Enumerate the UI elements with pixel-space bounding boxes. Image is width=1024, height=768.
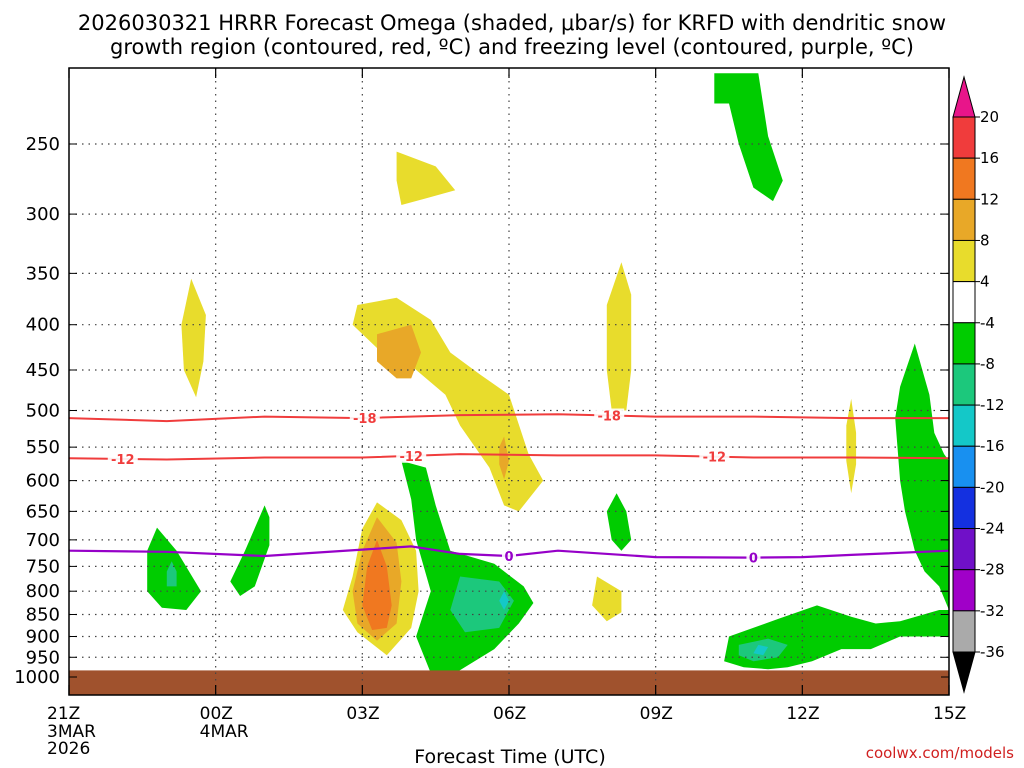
colorbar-label-12: -32 — [980, 602, 1005, 620]
omega-region-omega-plus4-0300-450 — [352, 297, 544, 512]
contour-label-bg-dgz-minus12-0 — [107, 451, 138, 466]
y-tick-label-400: 400 — [26, 315, 60, 336]
y-tick-label-350: 350 — [26, 263, 60, 284]
source-credit: coolwx.com/models — [866, 744, 1014, 762]
contour-label-dgz-minus18-0: -18 — [353, 412, 377, 427]
contour-label-bg-freezing-level-1 — [746, 550, 761, 565]
omega-region-omega-plus4-0800-420 — [606, 262, 632, 411]
contour-label-bg-freezing-level-0 — [502, 549, 516, 564]
y-tick-label-850: 850 — [26, 605, 60, 626]
colorbar-swatch-11 — [952, 569, 976, 612]
x-axis-label: Forecast Time (UTC) — [414, 746, 605, 768]
colorbar: 20 16 12 8 4 -4 -8 -12 -16 -20 -24 -28 -32 -36 — [952, 75, 1005, 694]
contour-label-bg-dgz-minus12-1 — [396, 448, 427, 463]
omega-region-omega-minus8-0500-820 — [450, 576, 514, 633]
omega-region-omega-plus12-0300-780 — [362, 539, 392, 630]
x-tick-sublabel-00Z-0: 4MAR — [200, 722, 249, 742]
y-tick-label-650: 650 — [26, 501, 60, 522]
colorbar-label-2: 12 — [980, 190, 999, 208]
y-tick-label-800: 800 — [26, 581, 60, 602]
colorbar-swatch-7 — [952, 404, 976, 447]
omega-region-omega-minus8-2230-760 — [166, 561, 177, 587]
x-tick-label-12Z: 12Z — [786, 704, 819, 724]
y-tick-label-450: 450 — [26, 360, 60, 381]
plot-shaded-regions — [69, 73, 949, 695]
x-tick-label-15Z: 15Z — [933, 704, 966, 724]
chart-title-line-2: growth region (contoured, red, ºC) and f… — [110, 35, 914, 59]
contour-label-bg-dgz-minus18-0 — [349, 411, 380, 426]
colorbar-label-10: -24 — [980, 520, 1005, 538]
omega-region-omega-plus8-0500-555 — [499, 436, 509, 480]
contour-label-freezing-level-1: 0 — [749, 552, 758, 567]
x-tick-label-21Z: 21Z — [47, 704, 80, 724]
contour-label-bg-dgz-minus18-1 — [594, 408, 625, 423]
contour-label-dgz-minus12-0: -12 — [111, 453, 135, 468]
colorbar-label-6: -8 — [980, 355, 995, 373]
omega-region-omega-minus4-1000-250 — [714, 73, 783, 202]
colorbar-swatch-1 — [952, 157, 976, 200]
y-tick-label-550: 550 — [26, 437, 60, 458]
contour-label-dgz-minus18-1: -18 — [597, 410, 621, 425]
contour-label-bg-dgz-minus12-2 — [699, 449, 730, 464]
x-tick-sublabel-21Z-0: 3MAR — [47, 722, 96, 742]
colorbar-label-13: -36 — [980, 643, 1005, 661]
omega-region-omega-minus4-0800-660 — [606, 493, 632, 551]
colorbar-label-1: 16 — [980, 149, 999, 167]
omega-region-omega-plus4-0430-280 — [396, 151, 456, 205]
colorbar-label-3: 8 — [980, 231, 990, 249]
plot-contours: -18 -18 -12 -12 -12 0 0 — [69, 408, 949, 567]
y-tick-label-750: 750 — [26, 556, 60, 577]
colorbar-swatch-2 — [952, 198, 976, 241]
colorbar-label-4: 4 — [980, 273, 990, 291]
colorbar-label-0: 20 — [980, 108, 999, 126]
omega-region-omega-minus4-0100-730 — [230, 505, 270, 596]
colorbar-label-11: -28 — [980, 561, 1005, 579]
contour-label-dgz-minus12-2: -12 — [703, 451, 727, 466]
y-axis: 2503003504004505005506006507007508008509… — [14, 134, 949, 688]
x-tick-label-09Z: 09Z — [640, 704, 673, 724]
x-tick-sublabel-21Z-1: 2026 — [47, 739, 90, 759]
x-tick-label-06Z: 06Z — [493, 704, 526, 724]
colorbar-label-8: -16 — [980, 437, 1005, 455]
colorbar-swatch-6 — [952, 363, 976, 406]
colorbar-swatch-10 — [952, 528, 976, 571]
colorbar-label-9: -20 — [980, 478, 1005, 496]
colorbar-swatch-5 — [952, 322, 976, 365]
colorbar-swatch-0 — [952, 116, 976, 159]
colorbar-swatch-3 — [952, 239, 976, 283]
y-tick-label-600: 600 — [26, 471, 60, 492]
omega-region-omega-minus12-1100-930 — [753, 644, 769, 656]
contour-line-dgz-minus18 — [69, 413, 949, 423]
colorbar-bottom-arrow — [952, 651, 976, 694]
omega-region-omega-plus4-0700-825 — [592, 576, 622, 622]
colorbar-label-5: -4 — [980, 314, 995, 332]
y-tick-label-950: 950 — [26, 647, 60, 668]
omega-region-omega-plus4-0050-400 — [181, 278, 206, 398]
colorbar-swatch-9 — [952, 486, 976, 530]
y-tick-label-250: 250 — [26, 134, 60, 155]
x-tick-label-00Z: 00Z — [200, 704, 233, 724]
chart-title-line-1: 2026030321 HRRR Forecast Omega (shaded, … — [78, 11, 946, 35]
omega-region-omega-plus8-0310-420 — [377, 324, 421, 379]
y-tick-label-500: 500 — [26, 401, 60, 422]
colorbar-swatch-4 — [952, 281, 976, 324]
colorbar-top-arrow — [952, 75, 976, 118]
contour-label-dgz-minus12-1: -12 — [399, 450, 423, 465]
colorbar-swatch-12 — [952, 610, 976, 653]
omega-region-omega-plus4-1300-550 — [846, 398, 857, 494]
y-tick-label-900: 900 — [26, 626, 60, 647]
y-tick-label-300: 300 — [26, 204, 60, 225]
contour-label-freezing-level-0: 0 — [504, 550, 513, 565]
contour-line-dgz-minus12 — [69, 453, 949, 461]
omega-region-omega-minus12-0500-820 — [499, 591, 509, 610]
omega-region-omega-minus4-1430-600 — [895, 343, 949, 610]
colorbar-label-7: -12 — [980, 396, 1005, 414]
x-tick-label-03Z: 03Z — [346, 704, 379, 724]
y-tick-label-700: 700 — [26, 530, 60, 551]
y-tick-label-1000: 1000 — [14, 667, 60, 688]
colorbar-swatch-8 — [952, 445, 976, 488]
